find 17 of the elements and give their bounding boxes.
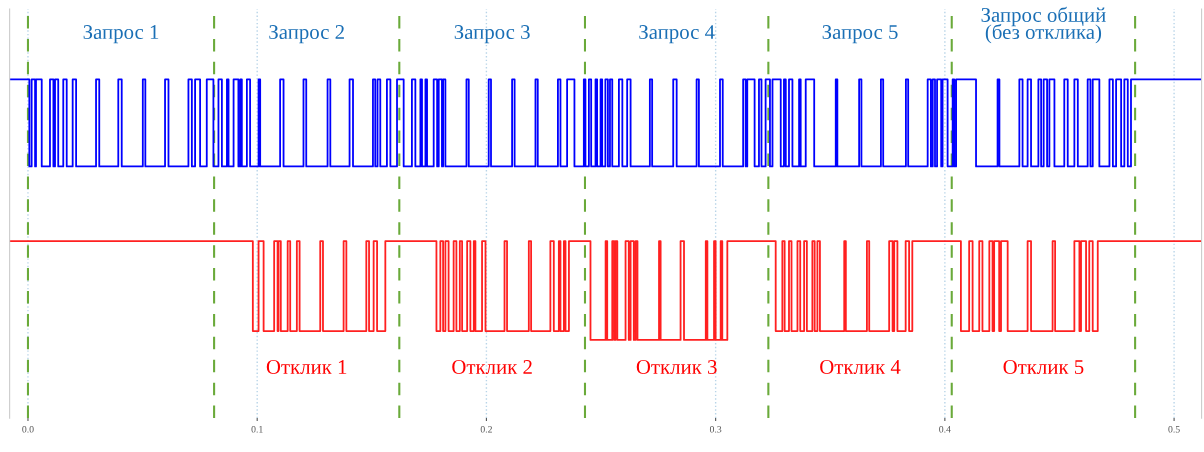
text: Запрос 4 [639,25,715,44]
x-tick-label: 0.5 [1168,426,1180,433]
text: Отклик 5 [1003,360,1084,375]
x-tick-label: 0.0 [22,426,34,433]
text: Отклик 4 [820,360,901,375]
x-tick-label: 0.3 [709,426,722,433]
x-tick-label: 0.2 [480,426,492,433]
x-tick-label: 0.4 [939,426,951,433]
text: Отклик 2 [452,360,532,375]
x-tick-label: 0.1 [251,426,263,433]
text: Запрос 1 [83,25,159,44]
text: Запрос 5 [822,25,898,44]
text: Запрос 3 [454,25,530,44]
text: Запрос 2 [269,25,344,44]
text: Запрос общий (без отклика) [981,6,1106,44]
text: Отклик 1 [266,360,347,375]
text: Отклик 3 [636,360,717,375]
